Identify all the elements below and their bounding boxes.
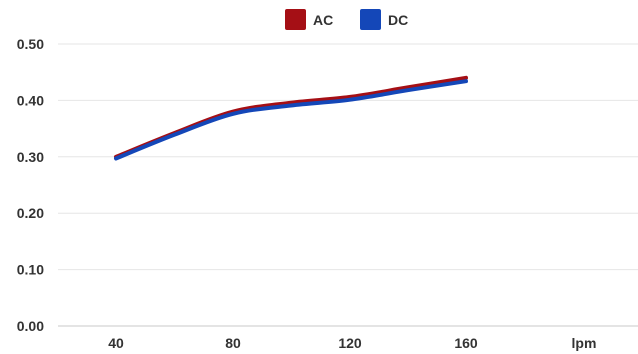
y-tick-label: 0.30 <box>17 149 44 165</box>
x-tick-label: lpm <box>572 335 597 351</box>
legend-label: DC <box>388 12 408 28</box>
y-tick-label: 0.00 <box>17 318 44 334</box>
y-tick-label: 0.10 <box>17 262 44 278</box>
legend-swatch <box>285 9 306 30</box>
x-tick-label: 40 <box>108 335 124 351</box>
series-line-dc <box>114 79 468 161</box>
legend-label: AC <box>313 12 333 28</box>
legend-item-dc[interactable]: DC <box>360 9 408 30</box>
y-axis-tick-labels: 0.00 0.10 0.20 0.30 0.40 0.50 <box>17 36 44 334</box>
x-axis-tick-labels: 40 80 120 160 lpm <box>108 335 596 351</box>
y-tick-label: 0.40 <box>17 92 44 108</box>
y-tick-label: 0.20 <box>17 205 44 221</box>
x-tick-label: 80 <box>225 335 241 351</box>
x-tick-label: 120 <box>338 335 362 351</box>
legend[interactable]: AC DC <box>285 9 408 30</box>
y-tick-label: 0.50 <box>17 36 44 52</box>
grid-lines <box>58 43 638 327</box>
x-tick-label: 160 <box>454 335 478 351</box>
legend-item-ac[interactable]: AC <box>285 9 333 30</box>
legend-swatch <box>360 9 381 30</box>
series-lines <box>114 75 468 161</box>
